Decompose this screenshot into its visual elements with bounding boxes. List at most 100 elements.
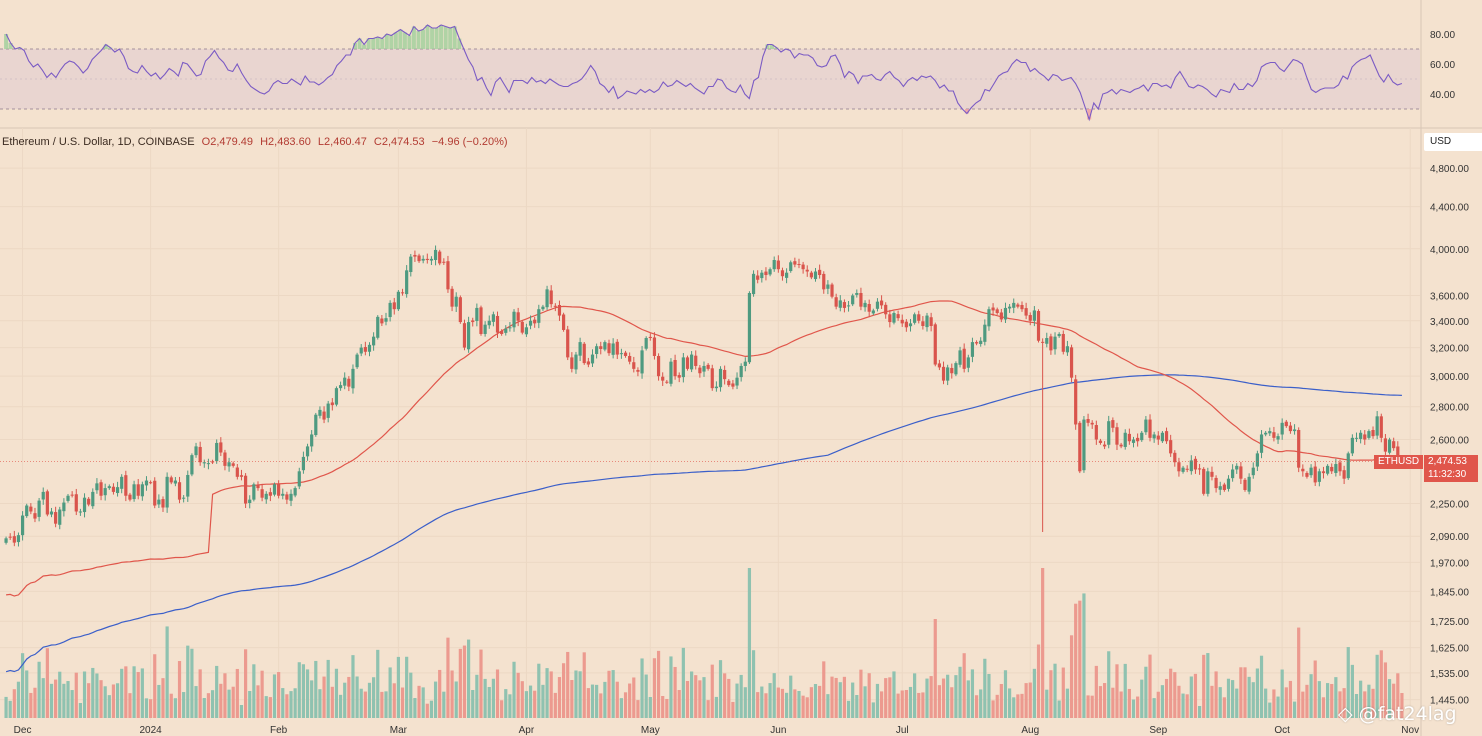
volume-bar [25, 670, 29, 718]
volume-bar [252, 664, 256, 718]
candle-body [351, 368, 355, 389]
candle-body [830, 284, 834, 297]
volume-bar [1123, 663, 1127, 718]
candle-body [1354, 437, 1359, 439]
candle-body [99, 482, 103, 496]
price-tick-label: 1,725.00 [1430, 617, 1469, 628]
candle-body [1392, 441, 1396, 449]
candle-body [1156, 435, 1160, 440]
volume-bar [392, 683, 396, 718]
candle-body [1363, 434, 1367, 440]
candle-body [1231, 469, 1235, 479]
volume-bar [1243, 667, 1247, 718]
candle-body [603, 342, 607, 350]
candle-body [925, 315, 929, 328]
time-axis: Dec 2024 Feb Mar Apr May Jun Jul Aug Sep Oct Nov [14, 128, 1419, 736]
candle-body [285, 494, 289, 500]
candle-body [1024, 308, 1028, 316]
volume-bar [1264, 688, 1268, 718]
candle-body [186, 474, 190, 497]
candle-body [1359, 432, 1363, 439]
volume-bar [685, 680, 690, 718]
volume-bar [665, 698, 669, 718]
volume-bar [1036, 644, 1041, 718]
candle-body [495, 315, 500, 333]
candle-body [772, 260, 776, 270]
volume-bar [1065, 688, 1070, 718]
volume-bar [1045, 689, 1049, 718]
candle-body [454, 296, 458, 307]
volume-bar [1131, 699, 1136, 718]
rsi-tick-label: 40.00 [1430, 90, 1455, 101]
volume-bar [735, 683, 739, 718]
volume-bar [433, 681, 438, 718]
candle-body [479, 307, 483, 334]
volume-bar [595, 684, 599, 718]
volume-bar [1218, 687, 1222, 718]
volume-bar [896, 693, 900, 718]
candle-body [87, 498, 91, 505]
volume-bar [929, 676, 933, 718]
candle-body [784, 272, 789, 278]
candle-body [169, 477, 173, 483]
candle-body [1321, 471, 1326, 474]
volume-bar [1185, 694, 1189, 718]
candle-body [888, 314, 892, 323]
volume-bar [1259, 655, 1264, 718]
volume-bar [1301, 691, 1305, 718]
volume-bar [661, 696, 665, 718]
candle-body [1334, 464, 1338, 473]
candle-body [694, 355, 698, 366]
price-tick-label: 2,800.00 [1430, 403, 1469, 414]
candle-body [1301, 468, 1305, 472]
volume-bar [487, 686, 491, 718]
candle-body [818, 269, 822, 276]
candle-body [429, 258, 434, 261]
candle-body [661, 376, 665, 381]
volume-bar [1074, 603, 1078, 718]
volume-bar [1367, 684, 1371, 718]
volume-bar [1396, 673, 1400, 718]
candle-body [867, 304, 871, 312]
volume-bar [933, 619, 937, 718]
price-tick-label: 3,600.00 [1430, 291, 1469, 302]
candle-body [553, 305, 557, 307]
volume-bar [623, 692, 628, 718]
time-tick-label: Aug [1021, 725, 1039, 736]
candle-body [1259, 434, 1264, 453]
candle-body [343, 377, 347, 386]
candle-body [578, 342, 582, 356]
candle-body [1288, 425, 1293, 432]
volume-bar [413, 698, 417, 718]
volume-bar [500, 700, 504, 718]
currency-selector[interactable]: USD [1424, 133, 1482, 151]
volume-bar [37, 661, 41, 718]
candle-body [1264, 432, 1268, 435]
candle-body [1086, 419, 1090, 423]
candle-body [1152, 434, 1156, 439]
volume-bar [1222, 697, 1226, 718]
candle-body [74, 494, 78, 512]
candle-body [1292, 429, 1297, 432]
ma-fast-line [6, 300, 1402, 597]
candle-body [834, 297, 838, 307]
candle-body [268, 492, 272, 496]
time-tick-label: Feb [270, 725, 288, 736]
candle-body [1061, 333, 1065, 352]
volume-bar [937, 685, 941, 718]
volume-bar [1226, 678, 1231, 718]
volume-bar [318, 689, 322, 718]
volume-bar [29, 692, 33, 718]
candle-body [409, 256, 413, 273]
volume-bar [921, 692, 925, 718]
candle-body [45, 491, 49, 515]
price-tick-label: 2,600.00 [1430, 436, 1469, 447]
volume-bar [78, 703, 83, 718]
volume-bar [1317, 681, 1321, 718]
volume-bar [1016, 694, 1020, 718]
candle-body [1218, 486, 1222, 490]
candle-body [223, 452, 227, 466]
candle-body [735, 377, 739, 386]
volume-bar [20, 653, 25, 718]
